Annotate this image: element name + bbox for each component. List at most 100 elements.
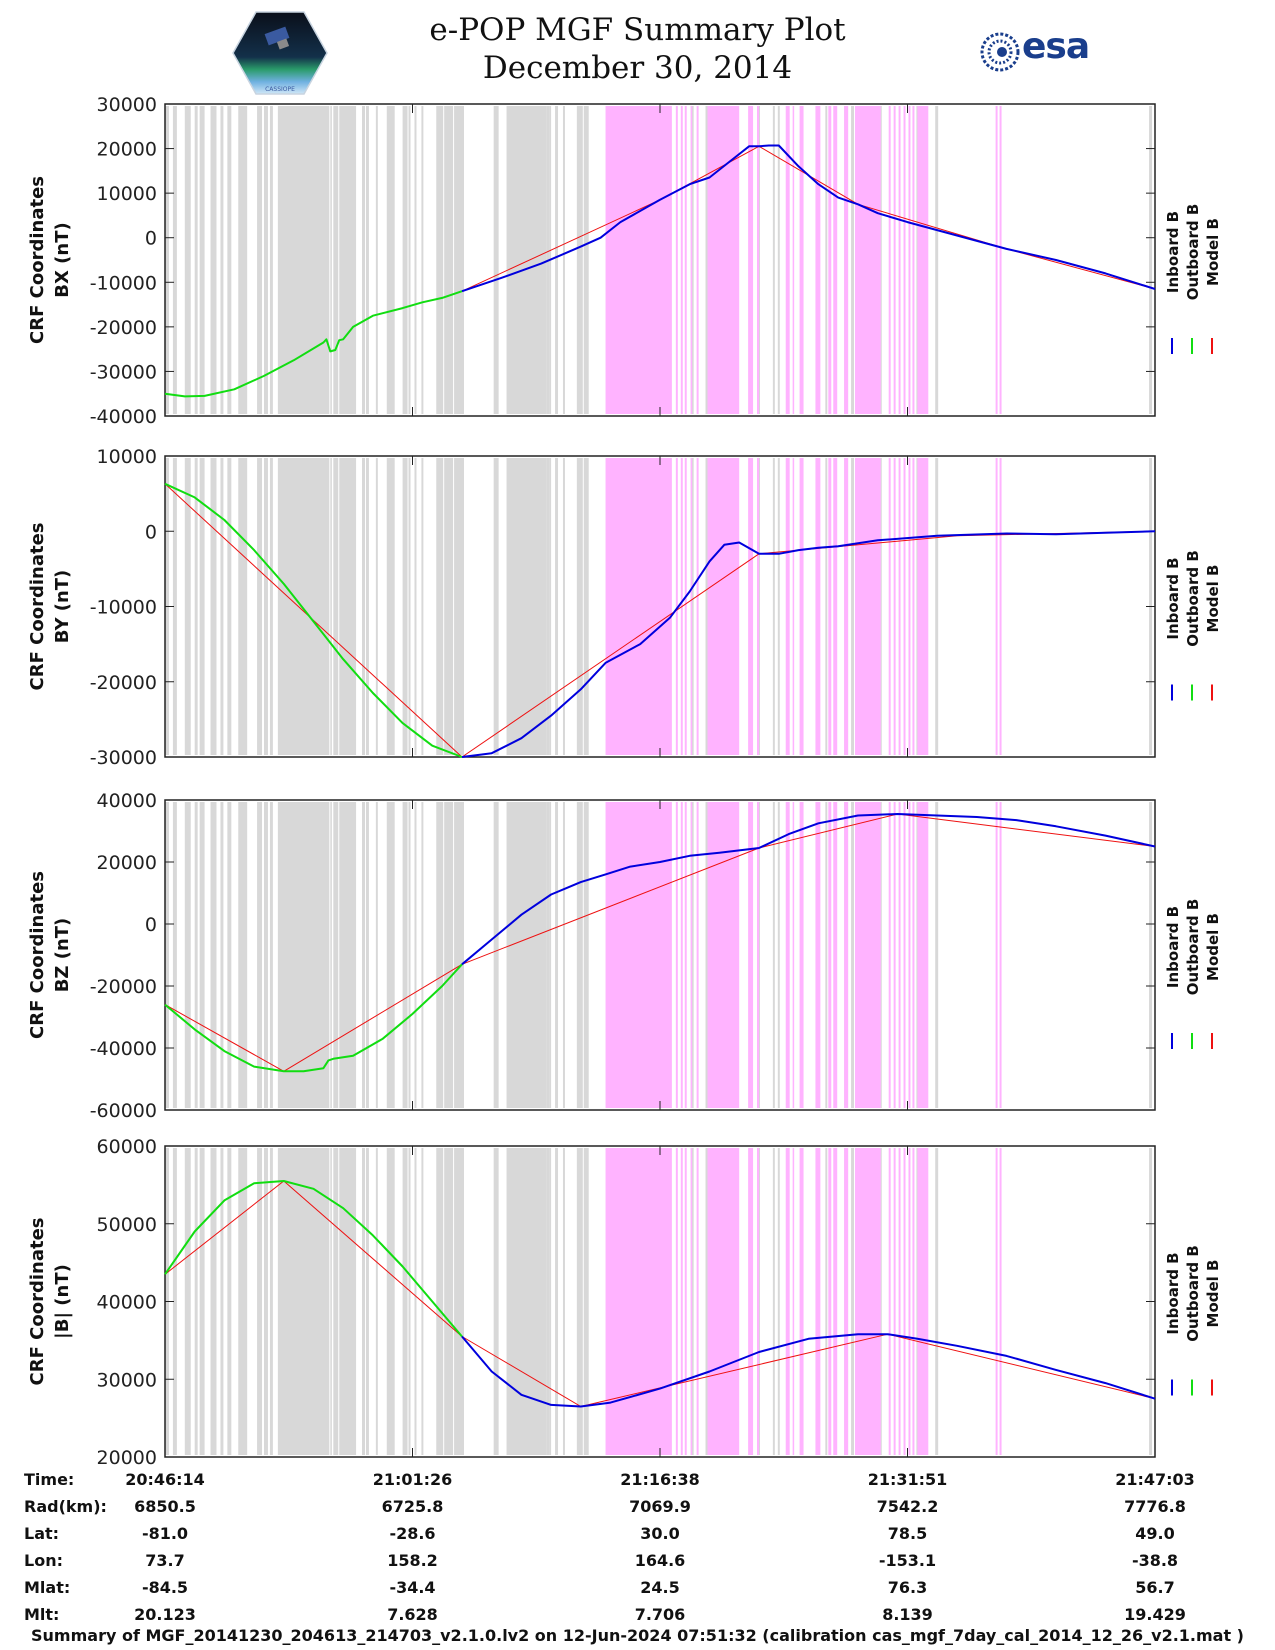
shade-band-gray: [339, 802, 357, 1108]
shade-band-pink: [785, 1148, 790, 1455]
shade-band-pink: [757, 458, 759, 755]
shade-band-gray: [576, 1148, 583, 1455]
panel-1: -40000 -30000 -20000 -10000 0 10000 20000 30000…: [27, 94, 1222, 428]
legend-label: Inboard B: [1164, 211, 1182, 293]
shade-band-gray: [583, 106, 589, 414]
ephemeris-value: 19.429: [1124, 1605, 1186, 1624]
shading-bands: [165, 802, 1153, 1108]
panel-2: -30000 -20000 -10000 0 10000 CRF Coordinates B…: [27, 446, 1222, 769]
shade-band-pink: [833, 106, 838, 414]
series-line-inboard-b: [461, 813, 1156, 966]
shade-band-gray: [339, 1148, 357, 1455]
shade-band-gray: [227, 802, 232, 1108]
y-tick-label: 0: [145, 228, 157, 250]
shade-band-gray: [436, 1148, 444, 1455]
shade-band-gray: [339, 106, 357, 414]
shade-band-gray: [772, 802, 775, 1108]
shade-band-gray: [454, 106, 464, 414]
ephemeris-value: 7.706: [634, 1605, 686, 1624]
shade-band-gray: [916, 106, 919, 414]
shade-band-pink: [707, 458, 740, 755]
shade-band-gray: [365, 106, 369, 414]
shade-band-pink: [799, 1148, 804, 1455]
shade-band-gray: [562, 1148, 565, 1455]
shade-band-gray: [227, 106, 232, 414]
legend-label: Outboard B: [1184, 550, 1202, 647]
shade-band-gray: [549, 802, 552, 1108]
shade-band-gray: [583, 458, 589, 755]
shade-band-gray: [264, 1148, 268, 1455]
shade-band-pink: [999, 106, 1002, 414]
y-axis-label-line2: BX (nT): [52, 222, 73, 297]
shade-band-pink: [908, 106, 911, 414]
shade-band-pink: [888, 106, 891, 414]
shade-band-gray: [184, 802, 191, 1108]
shade-band-pink: [855, 802, 881, 1108]
ephemeris-value: -84.5: [141, 1578, 189, 1597]
series-line-model-b: [461, 145, 1156, 292]
ephemeris-value: 8.139: [882, 1605, 933, 1624]
shade-band-pink: [748, 106, 754, 414]
shade-band-gray: [408, 106, 411, 414]
shade-band-pink: [912, 106, 915, 414]
series-line-model-b: [164, 813, 1156, 1072]
shade-band-gray: [414, 802, 417, 1108]
shade-band-pink: [799, 106, 804, 414]
plot-date: December 30, 2014: [482, 50, 793, 86]
series-line-outboard-b: [164, 290, 463, 398]
shade-band-gray: [333, 802, 339, 1108]
shade-band-pink: [898, 458, 901, 755]
shade-band-gray: [408, 458, 411, 755]
shade-band-pink: [707, 106, 740, 414]
shade-band-gray: [851, 106, 855, 414]
legend-label: Inboard B: [1164, 557, 1182, 639]
shade-band-gray: [386, 802, 395, 1108]
esa-logo-text: esa: [1022, 26, 1090, 67]
y-tick-label: 10000: [97, 183, 157, 205]
esa-logo: [978, 30, 1098, 74]
y-tick-label: 40000: [97, 790, 157, 812]
shade-band-gray: [194, 106, 198, 414]
shade-band-pink: [690, 802, 693, 1108]
shade-band-pink: [757, 802, 759, 1108]
shade-band-gray: [916, 458, 919, 755]
y-tick-label: 0: [145, 521, 157, 543]
shade-band-gray: [199, 802, 205, 1108]
shade-band-pink: [815, 458, 821, 755]
shade-band-gray: [546, 1148, 550, 1455]
shade-band-gray: [583, 802, 589, 1108]
shade-band-gray: [333, 106, 339, 414]
ephemeris-value: 21:31:51: [867, 1470, 948, 1489]
shade-band-pink: [893, 1148, 896, 1455]
shade-band-pink: [999, 1148, 1002, 1455]
ephemeris-value: -34.4: [389, 1578, 436, 1597]
shade-band-gray: [227, 458, 232, 755]
shade-band-gray: [546, 458, 550, 755]
ephemeris-value: 20.123: [134, 1605, 196, 1624]
shade-band-gray: [339, 458, 357, 755]
y-tick-label: 20000: [97, 852, 157, 874]
shade-band-pink: [828, 1148, 832, 1455]
ephemeris-row-label: Time:: [24, 1470, 75, 1489]
shade-band-gray: [493, 1148, 499, 1455]
ephemeris-value: 21:16:38: [620, 1470, 700, 1489]
shade-band-pink: [912, 802, 915, 1108]
shade-band-pink: [908, 1148, 911, 1455]
shade-band-pink: [748, 802, 754, 1108]
shade-band-pink: [696, 1148, 699, 1455]
shade-band-gray: [386, 458, 395, 755]
shade-band-gray: [454, 458, 464, 755]
y-tick-label: -10000: [90, 272, 157, 294]
ephemeris-row-label: Lat:: [24, 1524, 60, 1543]
shade-band-gray: [825, 458, 828, 755]
shade-band-pink: [748, 458, 754, 755]
shade-band-gray: [199, 106, 205, 414]
y-tick-label: 20000: [97, 139, 157, 161]
shade-band-gray: [220, 458, 224, 755]
shade-band-pink: [696, 106, 699, 414]
shading-bands: [165, 458, 1153, 755]
shade-band-gray: [165, 106, 169, 414]
shade-band-pink: [903, 458, 906, 755]
shade-band-gray: [277, 802, 330, 1108]
